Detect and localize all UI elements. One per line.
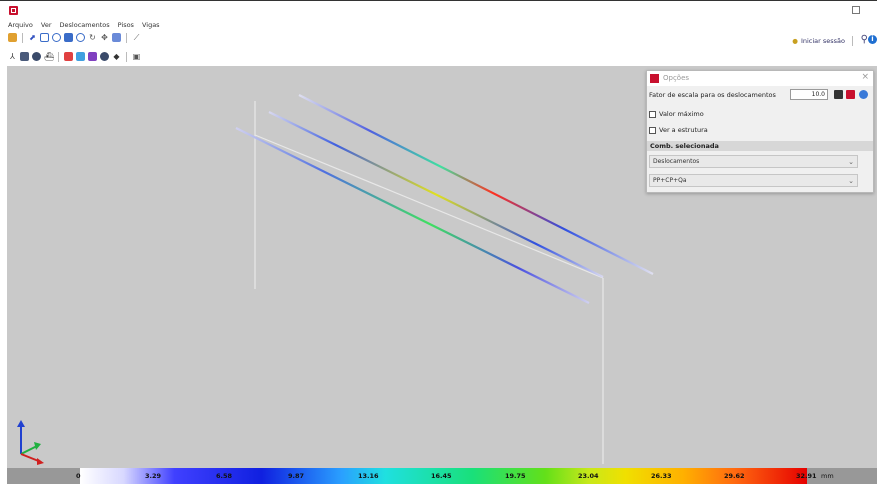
zoom-all-icon[interactable] [76, 33, 85, 42]
scale-factor-row: Fator de escala para os deslocamentos 10… [647, 89, 873, 102]
result-type-select[interactable]: Deslocamentos ⌄ [649, 155, 858, 168]
login-link[interactable]: Iniciar sessão [800, 37, 845, 45]
zoom-in-icon[interactable] [40, 33, 49, 42]
ship-icon[interactable]: ⛴ [44, 52, 55, 61]
color-gradient [80, 468, 807, 484]
zoom-out-icon[interactable] [52, 33, 61, 42]
deformed-beam-3 [298, 94, 654, 275]
menu-vigas[interactable]: Vigas [141, 21, 160, 29]
options-panel-titlebar: Opções × [647, 71, 873, 86]
deformed-beam-1 [235, 127, 590, 304]
scale-unit: mm [821, 472, 834, 480]
scale-factor-label: Fator de escala para os deslocamentos [649, 91, 776, 99]
view-toolbar: ⅄ ⛴ ◆ ▣ [0, 50, 877, 63]
menu-arquivo[interactable]: Arquivo [8, 21, 33, 29]
scale-tick: 9.87 [288, 472, 305, 480]
scale-tick: 16.45 [431, 472, 452, 480]
result-type-value: Deslocamentos [653, 158, 700, 165]
scale-tick: 6.58 [216, 472, 233, 480]
menu-pisos[interactable]: Pisos [117, 21, 134, 29]
chevron-down-icon: ⌄ [848, 158, 854, 166]
print-icon[interactable]: ▣ [132, 52, 141, 61]
combination-select[interactable]: PP+CP+Qa ⌄ [649, 174, 858, 187]
scale-tick: 23.04 [578, 472, 599, 480]
scale-calc-icon[interactable] [834, 90, 843, 99]
displacement-color-scale: 0 3.29 6.58 9.87 13.16 16.45 19.75 23.04… [7, 468, 877, 484]
toolbar-separator [126, 51, 127, 62]
color-2-icon[interactable] [76, 52, 85, 61]
panel-logo-icon [650, 74, 659, 83]
toolbar-separator [126, 32, 127, 43]
session-separator [852, 36, 853, 46]
axes-icon[interactable]: ⅄ [10, 52, 15, 61]
structure-drawing [235, 94, 654, 464]
selected-combination-header: Comb. selecionada [647, 141, 873, 151]
color-3-icon[interactable] [88, 52, 97, 61]
menu-ver[interactable]: Ver [40, 21, 52, 29]
show-structure-checkbox[interactable] [649, 126, 656, 134]
close-icon[interactable]: × [861, 72, 869, 82]
app-logo-icon [9, 6, 18, 15]
measure-icon[interactable]: ⟋ [133, 33, 140, 42]
user-icon: ● [792, 37, 798, 45]
zoom-window-icon[interactable] [64, 33, 73, 42]
toolbar-separator [58, 51, 59, 62]
chevron-down-icon: ⌄ [848, 177, 854, 185]
menu-bar: Arquivo Ver Deslocamentos Pisos Vigas [0, 20, 877, 30]
beam-top-chord [254, 134, 604, 279]
help-icon[interactable] [859, 90, 868, 99]
main-toolbar: ⬈ ↻ ✥ ⟋ [0, 31, 877, 44]
scale-tick: 0 [76, 472, 81, 480]
scale-tick: 3.29 [145, 472, 162, 480]
cube-icon[interactable] [20, 52, 29, 61]
session-area: ● Iniciar sessão [792, 36, 853, 46]
show-structure-label: Ver a estrutura [659, 126, 708, 134]
deformed-beam-2 [268, 111, 604, 278]
info-icon[interactable]: i [868, 35, 877, 44]
rotate-icon[interactable]: ↻ [89, 33, 96, 42]
scale-chart-icon[interactable] [846, 90, 855, 99]
scale-tick: 32.91 [796, 472, 817, 480]
view-icon[interactable] [112, 33, 121, 42]
menu-deslocamentos[interactable]: Deslocamentos [59, 21, 110, 29]
max-value-checkbox[interactable] [649, 110, 656, 118]
render-icon[interactable] [32, 52, 41, 61]
select-icon[interactable]: ⬈ [29, 33, 36, 42]
maximize-icon[interactable] [852, 6, 860, 14]
combination-value: PP+CP+Qa [653, 177, 687, 184]
target-icon[interactable] [100, 52, 109, 61]
scale-factor-input[interactable]: 10.0 [790, 89, 828, 100]
color-1-icon[interactable] [64, 52, 73, 61]
max-value-label: Valor máximo [659, 110, 704, 118]
options-panel-title: Opções [663, 74, 690, 82]
title-bar [0, 0, 877, 21]
scale-tick: 29.62 [724, 472, 745, 480]
toolbar-separator [22, 32, 23, 43]
app-icon[interactable] [8, 33, 17, 42]
scale-tick: 26.33 [651, 472, 672, 480]
options-panel: Opções × Fator de escala para os desloca… [646, 70, 874, 193]
search-icon[interactable]: ⚲ [860, 34, 868, 45]
axis-triad-icon [17, 420, 44, 465]
eye-icon[interactable]: ◆ [113, 52, 120, 61]
show-structure-option[interactable]: Ver a estrutura [649, 125, 708, 135]
max-value-option[interactable]: Valor máximo [649, 109, 704, 119]
scale-tick: 19.75 [505, 472, 526, 480]
scale-tick: 13.16 [358, 472, 379, 480]
pan-icon[interactable]: ✥ [101, 33, 108, 42]
